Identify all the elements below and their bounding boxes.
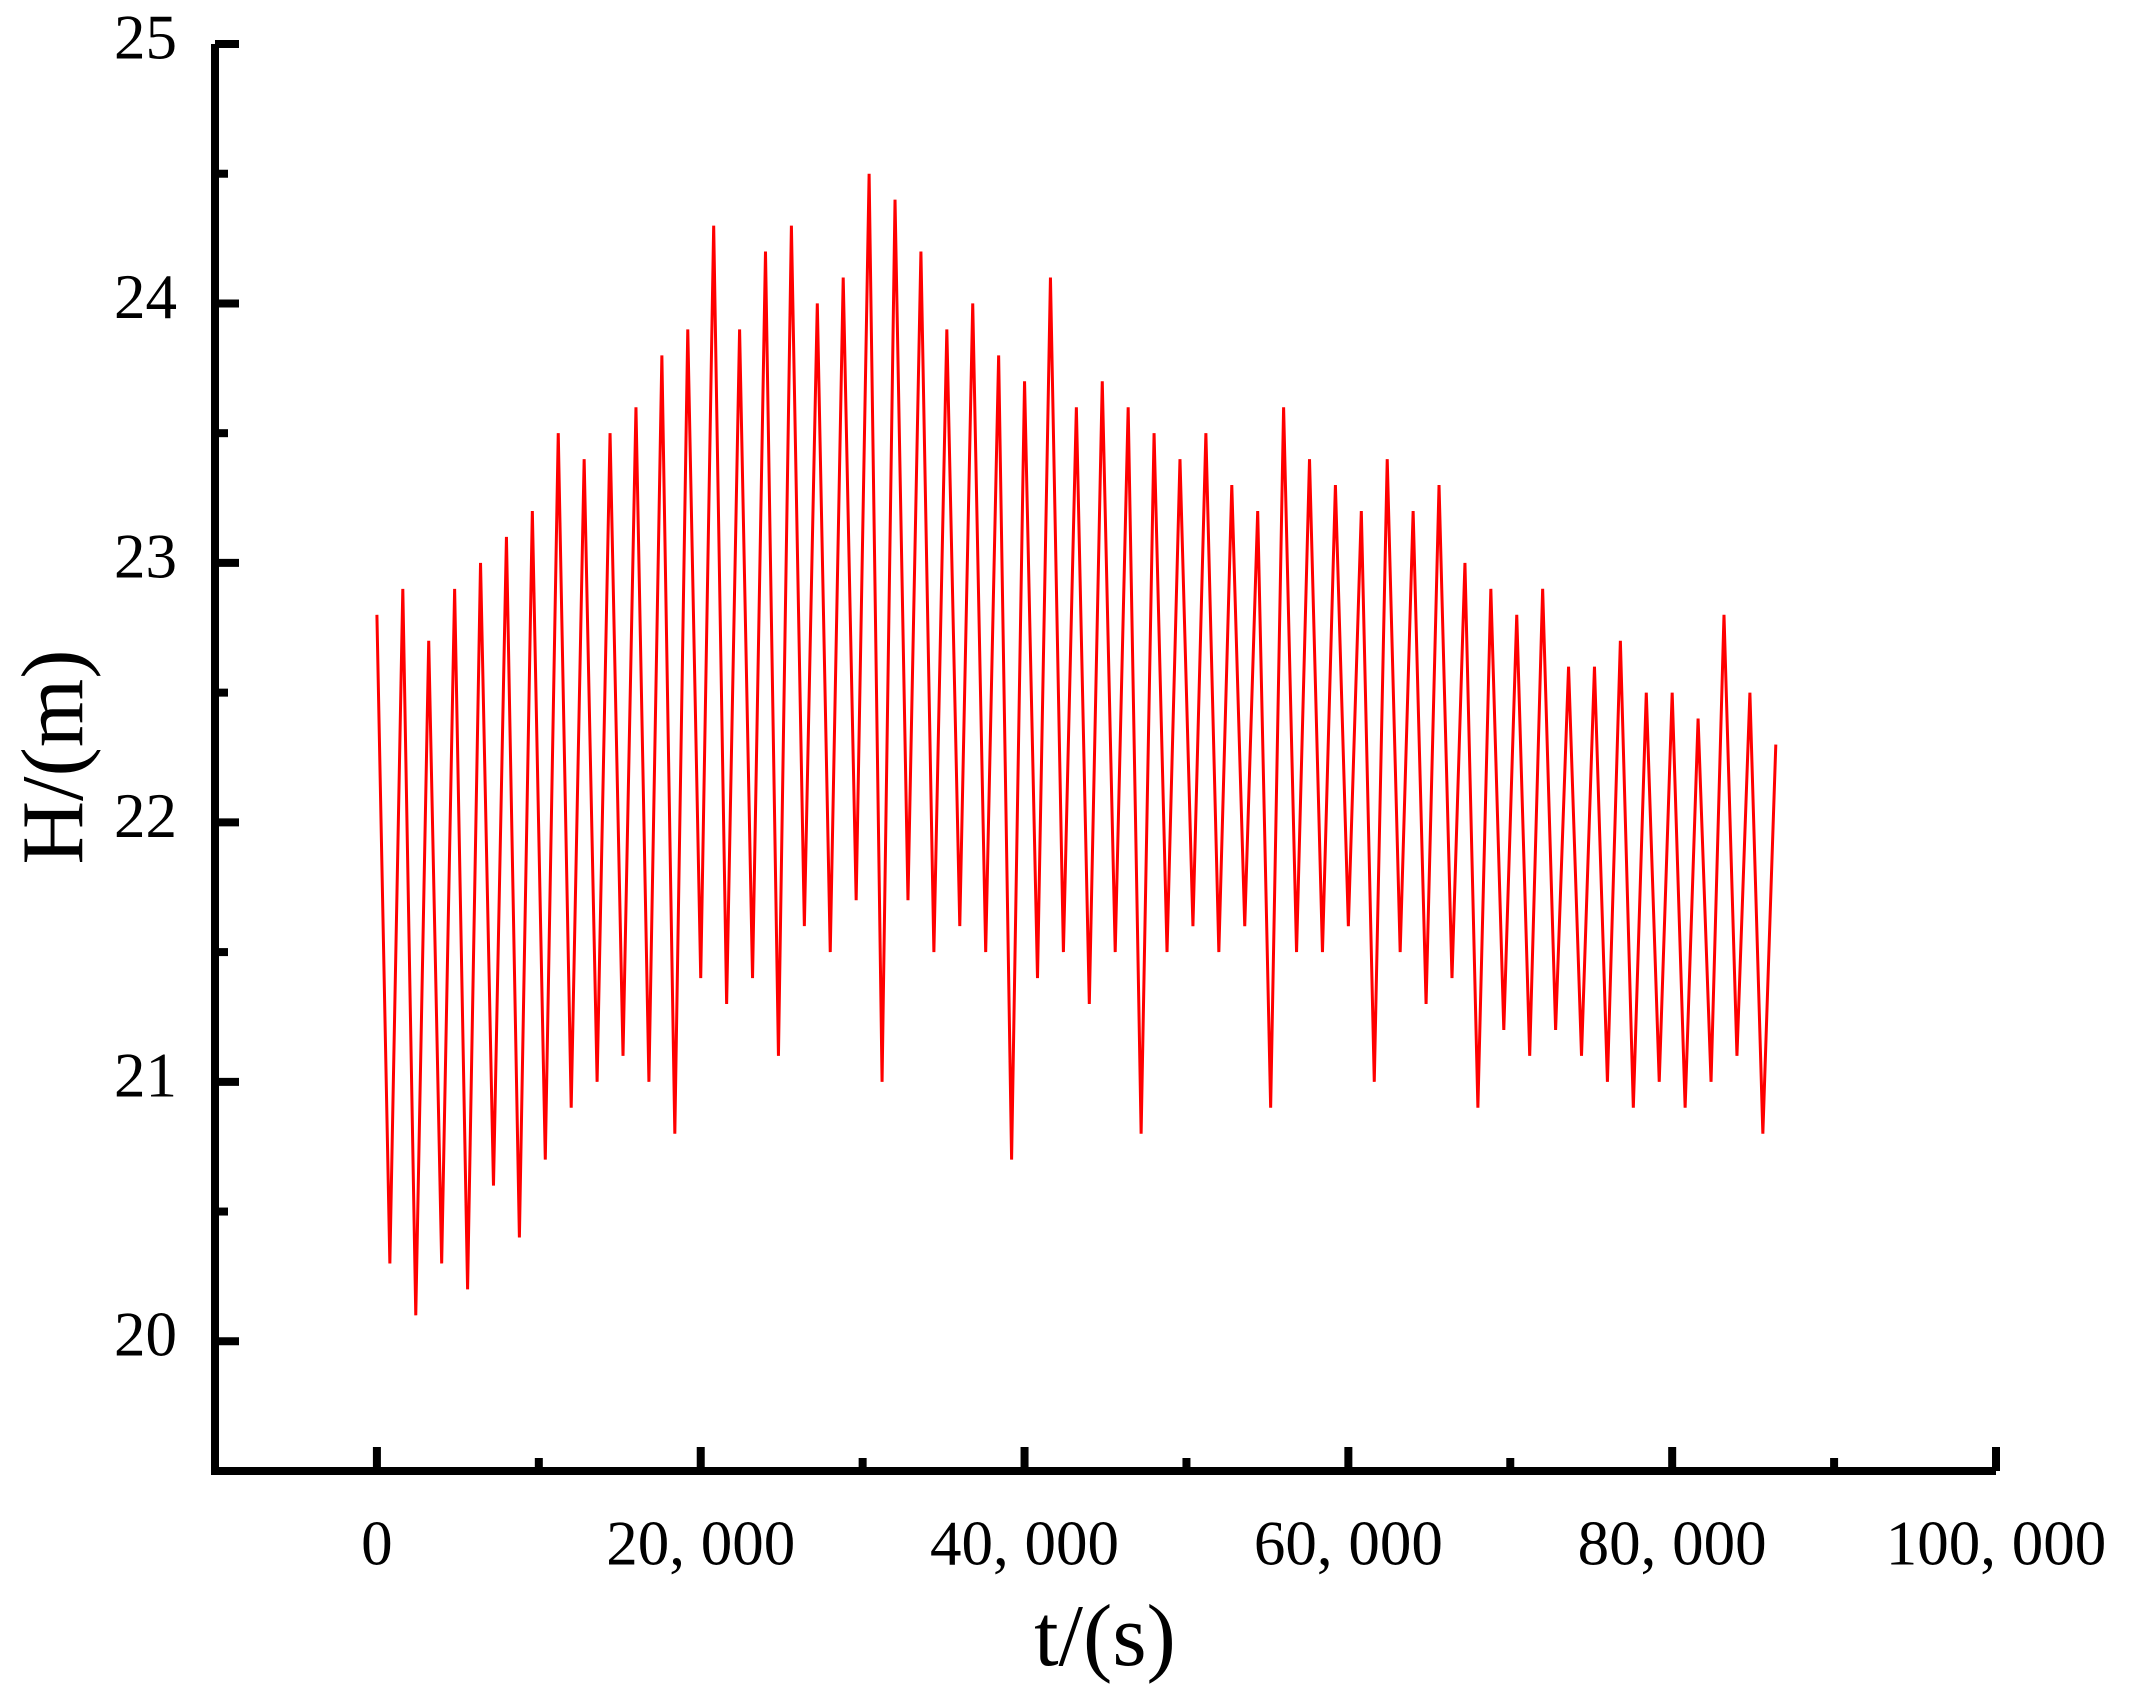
y-tick-label: 21	[114, 1040, 177, 1110]
y-tick-label: 24	[114, 262, 177, 332]
y-tick-label: 20	[114, 1300, 177, 1370]
x-tick-label: 60, 000	[1254, 1508, 1443, 1578]
x-tick-label: 40, 000	[930, 1508, 1119, 1578]
x-axis-title: t/(s)	[1034, 1588, 1176, 1685]
x-tick-label: 80, 000	[1578, 1508, 1767, 1578]
y-tick-label: 23	[114, 521, 177, 591]
x-tick-label: 100, 000	[1886, 1508, 2107, 1578]
y-tick-label: 25	[114, 2, 177, 72]
x-tick-label: 20, 000	[606, 1508, 795, 1578]
data-line	[375, 173, 1778, 1316]
y-tick-label: 22	[114, 781, 177, 851]
y-axis-title: H/(m)	[5, 649, 102, 864]
x-tick-label: 0	[361, 1508, 393, 1578]
